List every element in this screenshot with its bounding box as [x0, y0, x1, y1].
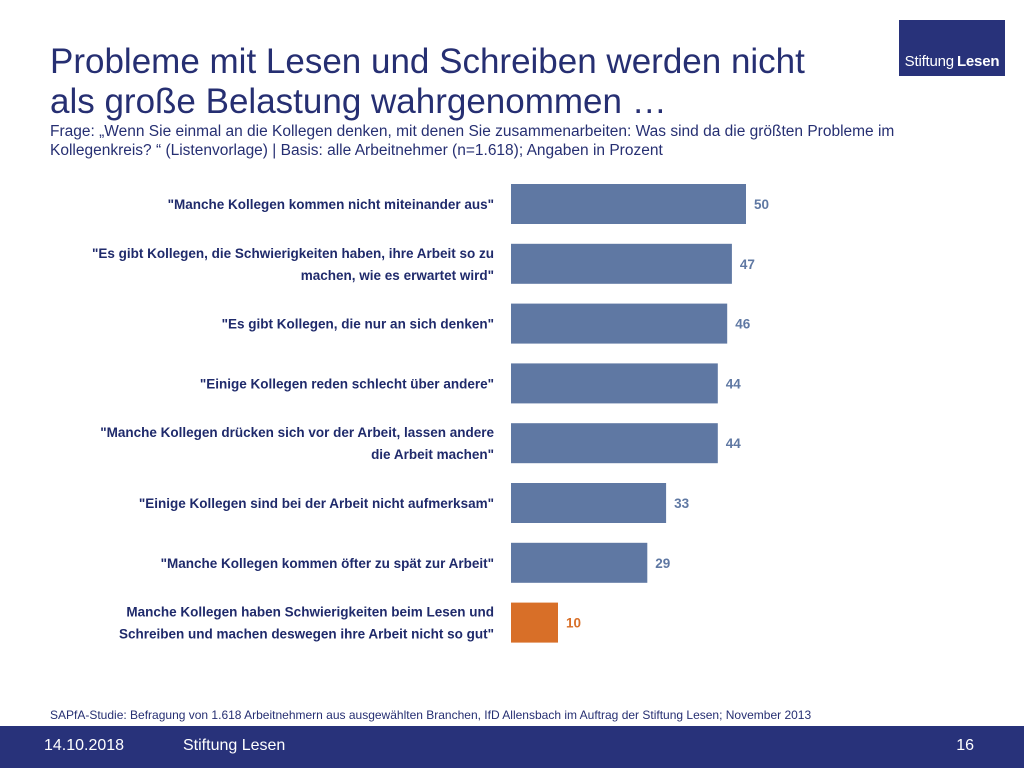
page-title: Probleme mit Lesen und Schreiben werden …: [50, 42, 890, 122]
bar-row: 29 "Manche Kollegen kommen öfter zu spät …: [161, 542, 670, 583]
category-label: "Manche Kollegen kommen öfter zu spät zu…: [161, 556, 494, 571]
bar-value-label: 46: [735, 317, 751, 332]
category-label: Schreiben und machen deswegen ihre Arbei…: [119, 627, 494, 642]
bar-value-label: 10: [566, 616, 581, 631]
title-line-2: als große Belastung wahrgenommen …: [50, 82, 667, 121]
bar: [511, 243, 732, 284]
stiftung-lesen-logo: Stiftung Lesen: [899, 20, 1005, 76]
category-label: "Einige Kollegen reden schlecht über and…: [200, 376, 494, 391]
footer-page-number: 16: [956, 737, 974, 754]
bar-row: 47 "Es gibt Kollegen, die Schwierigkeiten…: [92, 243, 755, 284]
bar-row: 10 Manche Kollegen haben Schwierigkeiten …: [119, 602, 581, 643]
question-text: Frage: „Wenn Sie einmal an die Kollegen …: [50, 122, 990, 160]
bar-value-label: 50: [754, 197, 769, 212]
bar-value-label: 44: [726, 436, 742, 451]
bar-row: 33 "Einige Kollegen sind bei der Arbeit n…: [139, 483, 690, 523]
bar: [511, 363, 718, 404]
bar-row: 50 "Manche Kollegen kommen nicht miteinan…: [168, 184, 769, 224]
footer-organization: Stiftung Lesen: [183, 737, 286, 754]
category-label: "Manche Kollegen kommen nicht miteinande…: [168, 197, 494, 212]
bar: [511, 303, 728, 344]
category-label: "Einige Kollegen sind bei der Arbeit nic…: [139, 496, 494, 511]
category-label: die Arbeit machen": [371, 447, 494, 462]
category-label: machen, wie es erwartet wird": [301, 268, 494, 283]
category-label: "Manche Kollegen drücken sich vor der Ar…: [100, 425, 494, 440]
question-line-1: Frage: „Wenn Sie einmal an die Kollegen …: [50, 123, 895, 140]
category-label: Manche Kollegen haben Schwierigkeiten be…: [126, 605, 494, 620]
logo-text-part2: Lesen: [956, 53, 1000, 70]
category-label: "Es gibt Kollegen, die Schwierigkeiten h…: [92, 246, 494, 261]
bar-row: 46 "Es gibt Kollegen, die nur an sich den…: [222, 303, 751, 344]
bar: [511, 542, 648, 583]
question-line-2: Kollegenkreis? “ (Listenvorlage) | Basis…: [50, 142, 663, 159]
source-note: SAPfA-Studie: Befragung von 1.618 Arbeit…: [50, 708, 812, 722]
bar-chart: 50 "Manche Kollegen kommen nicht miteinan…: [92, 184, 769, 643]
bar-value-label: 29: [655, 556, 670, 571]
title-line-1: Probleme mit Lesen und Schreiben werden …: [50, 42, 805, 81]
bar-row: 44 "Einige Kollegen reden schlecht über a…: [200, 363, 742, 404]
logo-text-part1: Stiftung: [904, 53, 954, 70]
bar: [511, 602, 558, 643]
footer-date: 14.10.2018: [44, 737, 125, 754]
bar: [511, 483, 667, 523]
bar: [511, 184, 746, 224]
footer-bar: 14.10.2018 Stiftung Lesen 16: [0, 726, 1024, 768]
category-label: "Es gibt Kollegen, die nur an sich denke…: [222, 317, 494, 332]
bar-value-label: 47: [740, 257, 755, 272]
bar-value-label: 33: [674, 496, 690, 511]
bar: [511, 423, 718, 464]
bar-row: 44 "Manche Kollegen drücken sich vor der …: [100, 423, 742, 464]
bar-value-label: 44: [726, 376, 742, 391]
